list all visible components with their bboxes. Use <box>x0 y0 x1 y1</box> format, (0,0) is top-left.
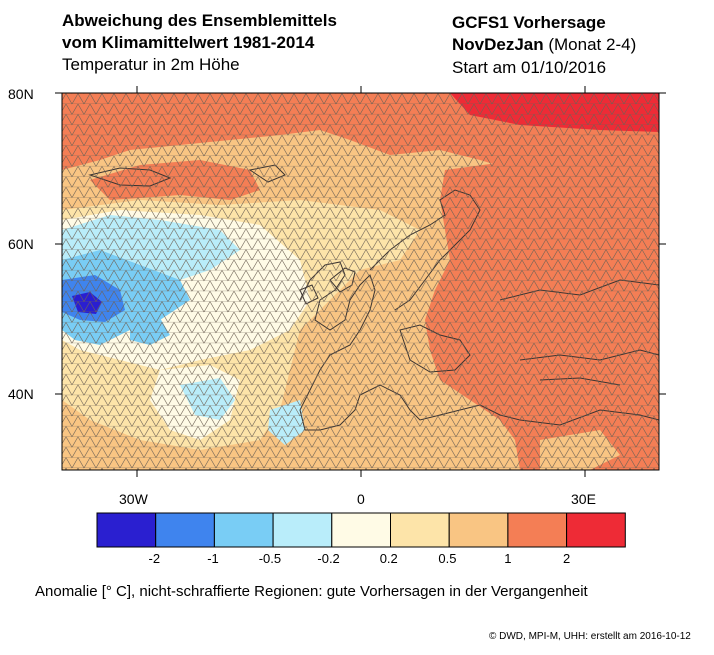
colorbar-label: 1 <box>504 551 512 566</box>
forecast-season-line: NovDezJan (Monat 2-4) <box>452 35 636 55</box>
map-field <box>62 93 659 470</box>
forecast-start: Start am 01/10/2016 <box>452 58 607 77</box>
lon-label-30w: 30W <box>119 491 148 507</box>
map-ticks <box>55 86 666 477</box>
colorbar-box-5 <box>390 512 450 548</box>
colorbar-box-1 <box>155 512 215 548</box>
title-line1: Abweichung des Ensemblemittels <box>62 11 337 30</box>
colorbar-label: -1 <box>207 551 219 566</box>
colorbar-label: -0.2 <box>317 551 340 566</box>
title-line3: Temperatur in 2m Höhe <box>62 55 240 74</box>
lon-label-0: 0 <box>357 491 365 507</box>
colorbar-box-4 <box>331 512 391 548</box>
colorbar-label: 0.5 <box>438 551 457 566</box>
colorbar-label: -0.5 <box>258 551 282 566</box>
forecast-model: GCFS1 Vorhersage <box>452 13 606 32</box>
footer-credit: © DWD, MPI-M, UHH: erstellt am 2016-10-1… <box>489 631 691 642</box>
lat-label-60n: 60N <box>8 236 34 252</box>
colorbar-box-7 <box>507 512 568 548</box>
forecast-season: NovDezJan <box>452 35 544 54</box>
lat-label-80n: 80N <box>8 86 34 102</box>
lon-label-30e: 30E <box>571 491 596 507</box>
colorbar <box>96 512 626 548</box>
colorbar-label: -2 <box>148 551 161 566</box>
colorbar-label: 0.2 <box>379 551 398 566</box>
colorbar-box-6 <box>448 512 509 548</box>
colorbar-label: 2 <box>563 551 571 566</box>
title-line2: vom Klimamittelwert 1981-2014 <box>62 33 315 52</box>
colorbar-box-8 <box>566 512 626 548</box>
hatching-overlay <box>62 93 659 470</box>
colorbar-box-2 <box>213 512 274 548</box>
lat-label-40n: 40N <box>8 386 34 402</box>
forecast-months: (Monat 2-4) <box>543 35 637 54</box>
colorbar-box-3 <box>272 512 333 548</box>
colorbar-box-0 <box>96 512 157 548</box>
caption: Anomalie [° C], nicht-schraffierte Regio… <box>35 583 588 600</box>
